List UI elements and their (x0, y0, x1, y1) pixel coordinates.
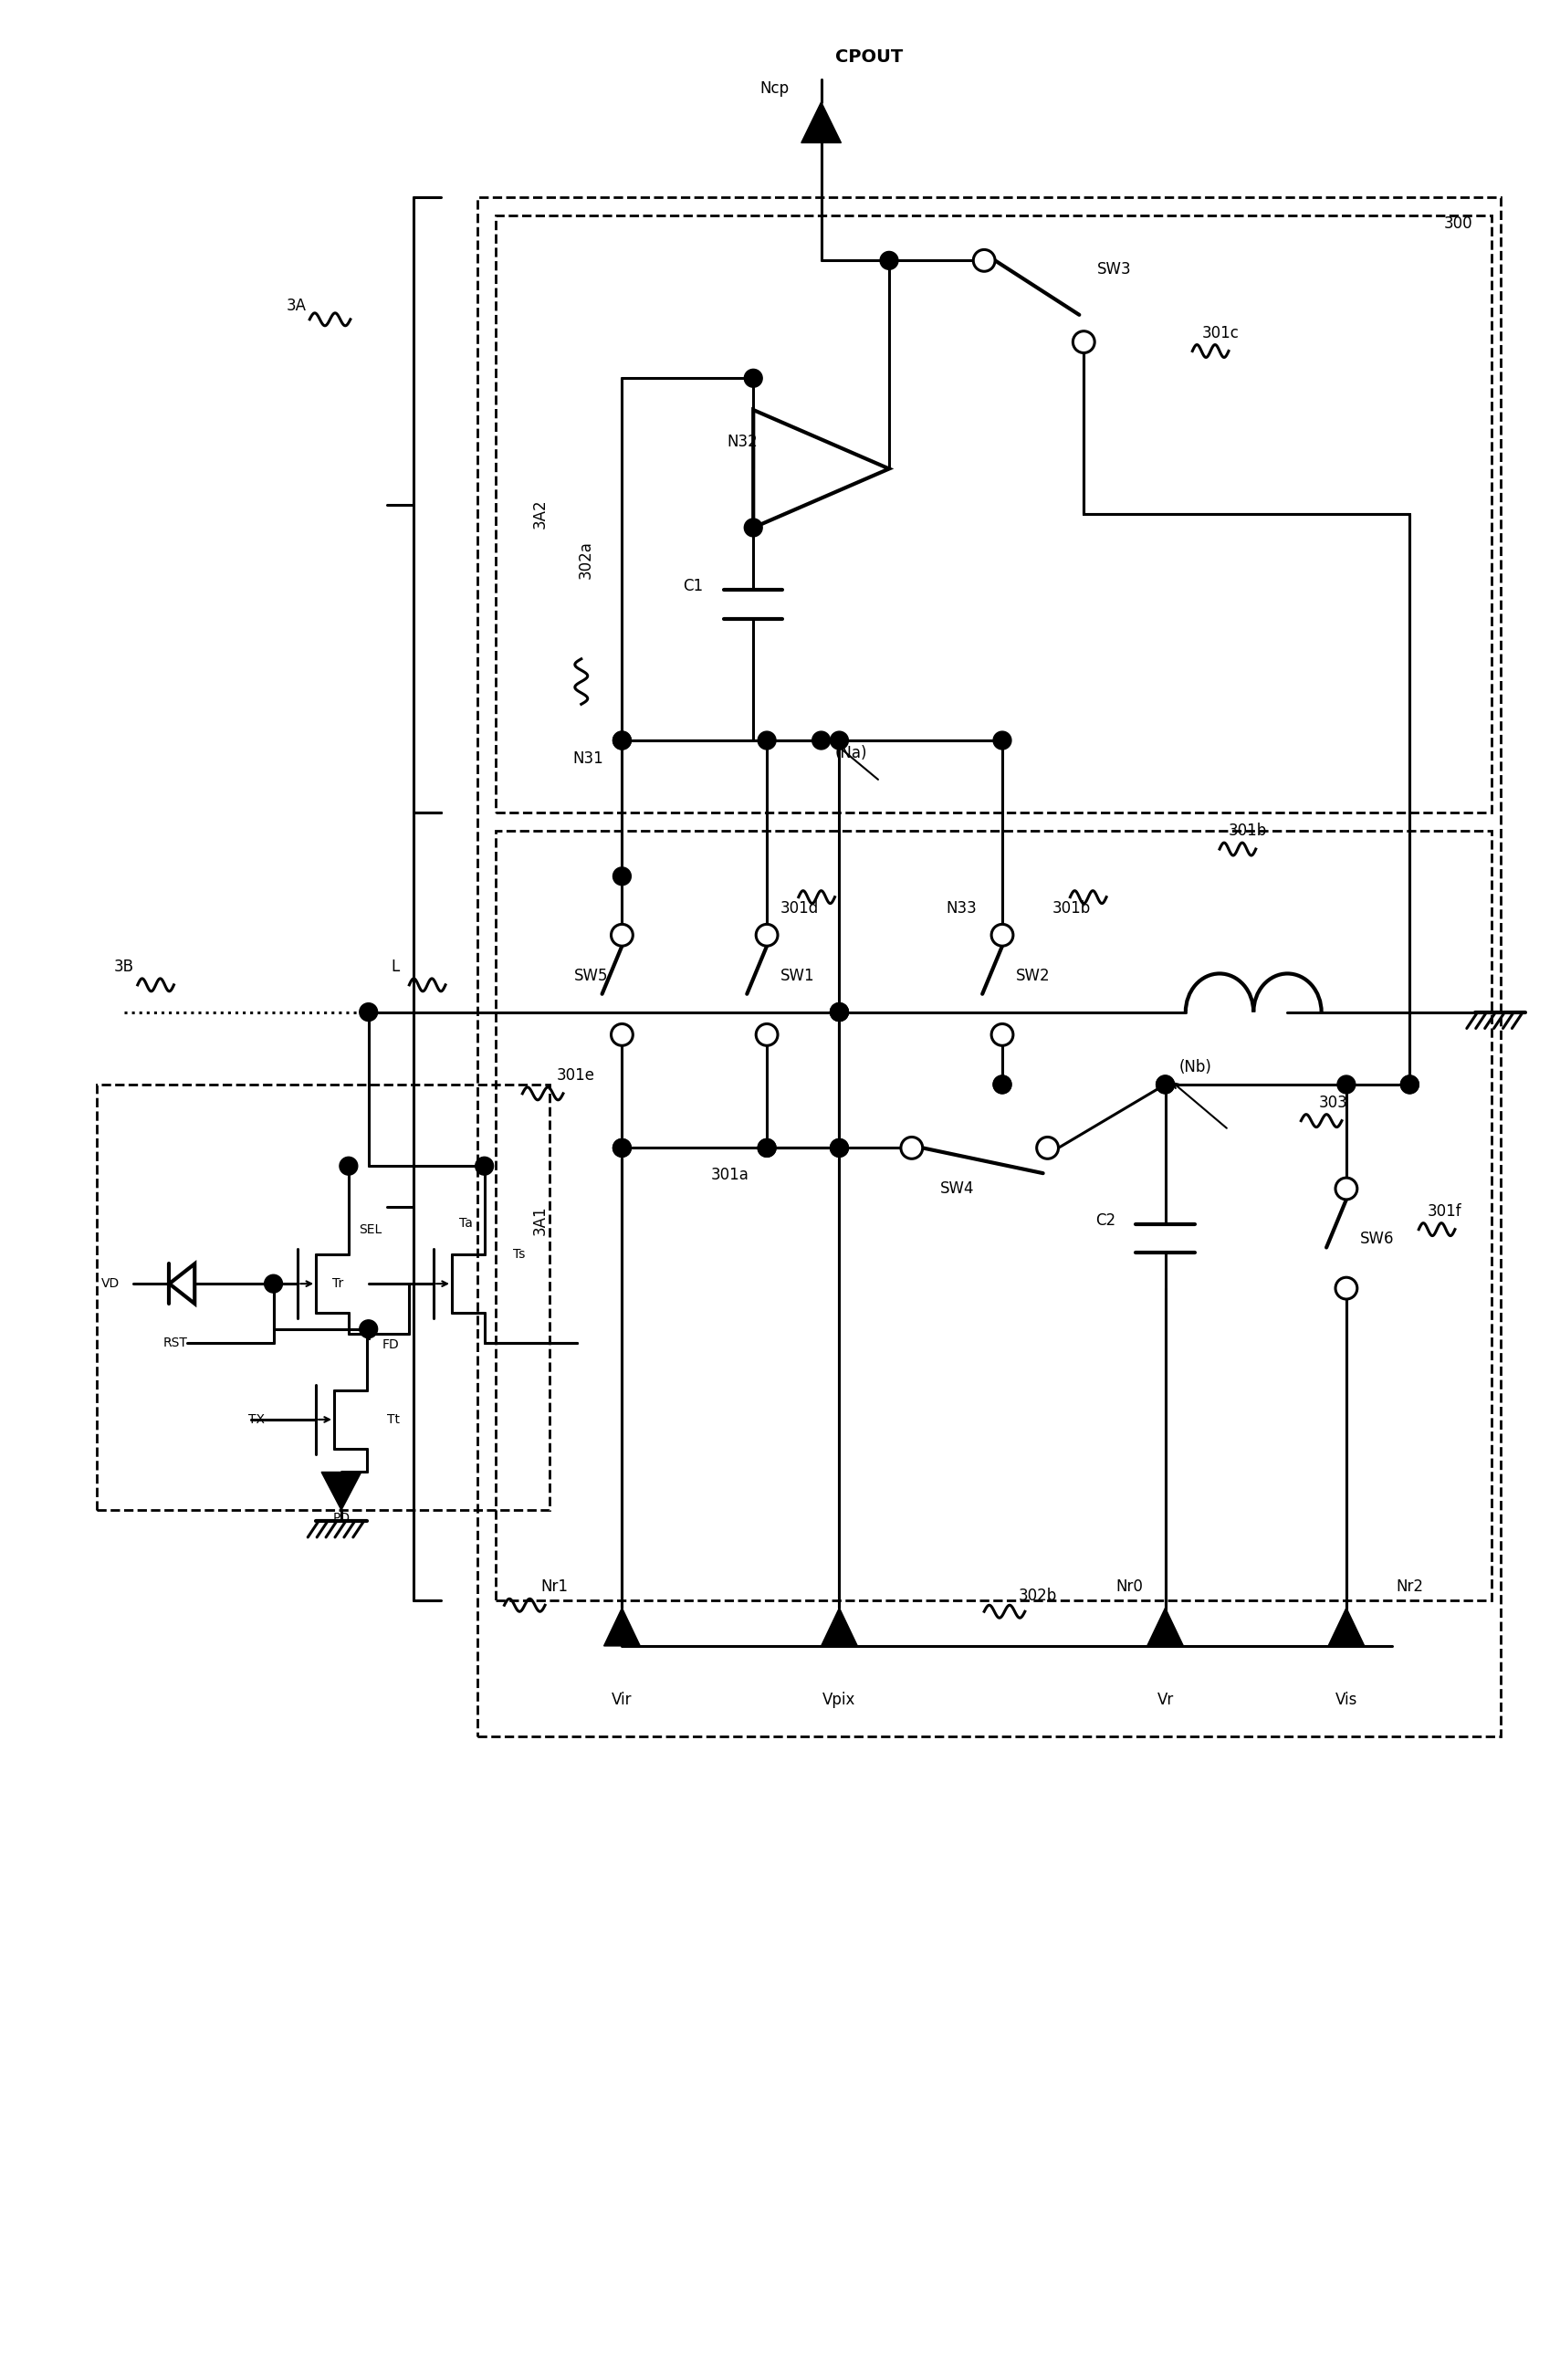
Text: C2: C2 (1095, 1211, 1115, 1228)
Circle shape (992, 1023, 1012, 1045)
Text: SW5: SW5 (574, 969, 608, 983)
Text: C1: C1 (683, 578, 704, 595)
Circle shape (994, 1076, 1011, 1092)
Circle shape (1401, 1076, 1418, 1092)
Circle shape (900, 1138, 922, 1159)
Circle shape (1156, 1076, 1175, 1092)
Text: 3B: 3B (114, 959, 134, 976)
Text: 302b: 302b (1019, 1587, 1056, 1604)
Circle shape (613, 1140, 632, 1157)
Text: (Nb): (Nb) (1179, 1059, 1212, 1076)
Polygon shape (1147, 1609, 1184, 1647)
Circle shape (1037, 1138, 1058, 1159)
Polygon shape (821, 1609, 858, 1647)
Circle shape (830, 1002, 849, 1021)
Text: PD: PD (332, 1511, 349, 1526)
Circle shape (1073, 331, 1095, 352)
Circle shape (612, 923, 633, 945)
Circle shape (757, 1023, 778, 1045)
Text: VD: VD (101, 1278, 120, 1290)
Text: SW3: SW3 (1097, 262, 1131, 278)
Text: N33: N33 (945, 900, 977, 916)
Text: 301e: 301e (557, 1066, 594, 1083)
Circle shape (613, 731, 632, 750)
Text: Vis: Vis (1335, 1692, 1357, 1706)
Circle shape (758, 1140, 775, 1157)
Circle shape (1335, 1278, 1357, 1299)
Text: Nr1: Nr1 (540, 1578, 568, 1595)
Text: Vr: Vr (1158, 1692, 1173, 1706)
Text: SW2: SW2 (1016, 969, 1050, 983)
Circle shape (992, 923, 1012, 945)
Text: Tr: Tr (332, 1278, 343, 1290)
Circle shape (830, 1002, 849, 1021)
Text: 300: 300 (1445, 214, 1473, 231)
Text: L: L (392, 959, 399, 976)
Text: CPOUT: CPOUT (835, 48, 903, 67)
Text: 302a: 302a (577, 540, 594, 578)
Text: 301c: 301c (1201, 324, 1239, 340)
Text: Nr2: Nr2 (1396, 1578, 1424, 1595)
Circle shape (340, 1157, 357, 1176)
Text: SW1: SW1 (780, 969, 814, 983)
Text: 301d: 301d (780, 900, 819, 916)
Circle shape (973, 250, 995, 271)
Text: (Na): (Na) (835, 745, 867, 762)
Text: Ts: Ts (513, 1250, 526, 1261)
Circle shape (758, 731, 775, 750)
Text: RST: RST (162, 1335, 187, 1349)
Text: 301a: 301a (710, 1166, 749, 1183)
Circle shape (757, 923, 778, 945)
Circle shape (813, 731, 830, 750)
Text: SW4: SW4 (939, 1180, 973, 1197)
Text: FD: FD (382, 1338, 399, 1352)
Circle shape (613, 731, 632, 750)
Text: Tt: Tt (387, 1414, 399, 1426)
Text: 303: 303 (1320, 1095, 1348, 1111)
Circle shape (758, 1140, 775, 1157)
Circle shape (994, 1076, 1011, 1092)
Circle shape (359, 1002, 378, 1021)
Text: N31: N31 (573, 750, 604, 766)
Circle shape (476, 1157, 493, 1176)
Text: 3A: 3A (285, 298, 306, 314)
Circle shape (994, 731, 1011, 750)
Polygon shape (1328, 1609, 1365, 1647)
Circle shape (1401, 1076, 1418, 1092)
Circle shape (744, 519, 763, 536)
Text: Ta: Ta (459, 1216, 473, 1230)
Text: Vir: Vir (612, 1692, 632, 1706)
Text: 301b: 301b (1051, 900, 1090, 916)
Circle shape (880, 252, 899, 269)
Text: Ncp: Ncp (760, 81, 789, 98)
Text: 3A1: 3A1 (532, 1204, 549, 1235)
Text: 3A2: 3A2 (532, 500, 549, 528)
Text: Nr0: Nr0 (1115, 1578, 1142, 1595)
Circle shape (830, 1140, 849, 1157)
Circle shape (359, 1321, 378, 1338)
Circle shape (744, 369, 763, 388)
Polygon shape (604, 1609, 640, 1647)
Circle shape (1337, 1076, 1356, 1092)
Text: 301f: 301f (1427, 1202, 1462, 1219)
Circle shape (264, 1276, 282, 1292)
Circle shape (830, 1002, 849, 1021)
Text: Vpix: Vpix (822, 1692, 856, 1706)
Circle shape (613, 1140, 632, 1157)
Polygon shape (321, 1473, 362, 1509)
Text: SW6: SW6 (1360, 1230, 1395, 1247)
Circle shape (612, 1023, 633, 1045)
Polygon shape (802, 102, 841, 143)
Circle shape (830, 731, 849, 750)
Text: TX: TX (248, 1414, 264, 1426)
Circle shape (613, 866, 632, 885)
Text: SEL: SEL (359, 1223, 382, 1235)
Text: N32: N32 (727, 433, 758, 450)
Circle shape (1335, 1178, 1357, 1200)
Circle shape (1156, 1076, 1175, 1092)
Circle shape (830, 1140, 849, 1157)
Text: 301b: 301b (1229, 823, 1267, 840)
